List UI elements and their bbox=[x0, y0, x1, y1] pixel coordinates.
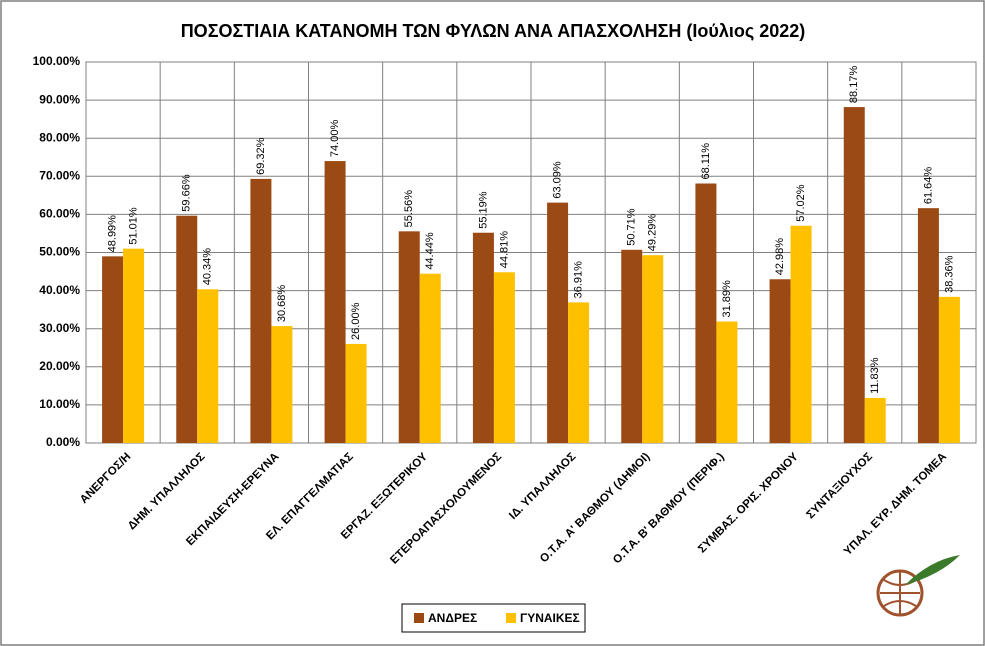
y-tick-label: 40.00% bbox=[39, 283, 80, 297]
value-label: 61.64% bbox=[922, 167, 934, 205]
bar bbox=[917, 208, 939, 443]
value-label: 30.68% bbox=[276, 285, 288, 323]
bar bbox=[695, 183, 717, 443]
bar bbox=[123, 248, 145, 443]
bar bbox=[102, 256, 124, 443]
y-tick-label: 20.00% bbox=[39, 359, 80, 373]
value-label: 51.01% bbox=[127, 207, 139, 245]
legend-label: ΑΝΔΡΕΣ bbox=[428, 611, 477, 625]
bar bbox=[176, 215, 198, 443]
y-tick-label: 50.00% bbox=[39, 245, 80, 259]
logo-lines bbox=[880, 571, 920, 615]
value-label: 38.36% bbox=[943, 255, 955, 293]
value-label: 26.00% bbox=[350, 302, 362, 340]
value-label: 36.91% bbox=[572, 261, 584, 299]
bar bbox=[642, 255, 664, 443]
value-label: 48.99% bbox=[106, 215, 118, 253]
value-label: 31.89% bbox=[721, 280, 733, 318]
y-tick-label: 70.00% bbox=[39, 168, 80, 182]
value-label: 11.83% bbox=[869, 357, 881, 394]
bar bbox=[419, 273, 441, 443]
legend-swatch bbox=[414, 613, 424, 623]
chart-title: ΠΟΣΟΣΤΙΑΙΑ ΚΑΤΑΝΟΜΗ ΤΩΝ ΦΥΛΩΝ ΑΝΑ ΑΠΑΣΧΟ… bbox=[181, 21, 806, 41]
value-label: 57.02% bbox=[795, 184, 807, 222]
bar bbox=[547, 202, 569, 443]
legend-swatch bbox=[506, 613, 516, 623]
legend-label: ΓΥΝΑΙΚΕΣ bbox=[520, 611, 580, 625]
bar bbox=[271, 326, 293, 443]
bar bbox=[769, 279, 791, 443]
y-tick-label: 60.00% bbox=[39, 207, 80, 221]
bar bbox=[250, 178, 272, 443]
bar bbox=[345, 343, 367, 443]
value-label: 44.44% bbox=[424, 232, 436, 270]
bar bbox=[790, 225, 812, 443]
y-tick-label: 80.00% bbox=[39, 130, 80, 144]
value-label: 59.66% bbox=[181, 174, 193, 212]
legend-box bbox=[401, 603, 586, 633]
value-label: 42.98% bbox=[774, 238, 786, 276]
bar bbox=[197, 289, 219, 443]
value-label: 49.29% bbox=[647, 214, 659, 252]
bar bbox=[568, 302, 590, 443]
value-label: 55.56% bbox=[403, 190, 415, 228]
value-label: 69.32% bbox=[255, 137, 267, 175]
y-tick-label: 90.00% bbox=[39, 92, 80, 106]
bar bbox=[472, 232, 494, 443]
value-label: 74.00% bbox=[329, 120, 341, 158]
bar bbox=[864, 397, 886, 443]
value-label: 55.19% bbox=[477, 191, 489, 229]
bar bbox=[493, 272, 515, 443]
value-label: 44.81% bbox=[498, 231, 510, 269]
value-label: 68.11% bbox=[700, 143, 712, 180]
logo bbox=[876, 555, 960, 617]
logo-leaf bbox=[905, 555, 960, 585]
bar bbox=[938, 296, 960, 443]
bar bbox=[324, 161, 346, 443]
y-tick-label: 100.00% bbox=[33, 54, 81, 68]
value-label: 63.09% bbox=[551, 161, 563, 199]
value-label: 40.34% bbox=[202, 248, 214, 286]
bar bbox=[716, 321, 738, 443]
y-tick-label: 0.00% bbox=[46, 435, 80, 449]
y-tick-label: 10.00% bbox=[39, 397, 80, 411]
value-label: 50.71% bbox=[626, 208, 638, 246]
bar bbox=[843, 107, 865, 443]
bar bbox=[398, 231, 420, 443]
bar bbox=[621, 249, 643, 443]
value-label: 88.17% bbox=[848, 66, 860, 104]
y-tick-label: 30.00% bbox=[39, 321, 80, 335]
